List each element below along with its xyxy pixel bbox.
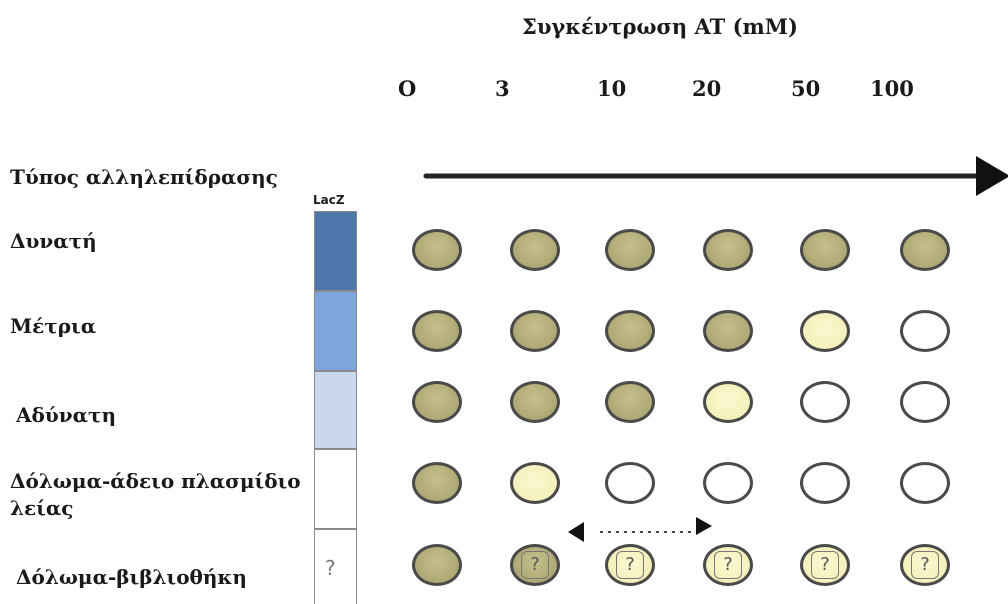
well-r4-c6 xyxy=(900,462,950,504)
well-r5-c2: ? xyxy=(510,544,560,586)
concentration-title: Συγκέντρωση AT (mM) xyxy=(522,14,798,39)
well-r1-c6 xyxy=(900,229,950,271)
well-r5-c6: ? xyxy=(900,544,950,586)
well-r1-c1 xyxy=(412,229,462,271)
well-r2-c5 xyxy=(800,310,850,352)
lacz-bar-weak xyxy=(314,371,357,449)
well-r3-c5 xyxy=(800,381,850,423)
well-r3-c2 xyxy=(510,381,560,423)
dotted-double-arrow xyxy=(568,517,712,542)
well-r4-c3 xyxy=(605,462,655,504)
well-question-mark: ? xyxy=(811,551,839,579)
arrow-head xyxy=(976,156,1008,196)
well-r4-c4 xyxy=(703,462,753,504)
row-label-bait-empty-line1: Δόλωμα-άδειο πλασμίδιο xyxy=(10,469,301,493)
row-label-medium: Μέτρια xyxy=(10,314,97,338)
lacz-label: LacZ xyxy=(313,193,345,207)
well-r1-c2 xyxy=(510,229,560,271)
concentration-10: 10 xyxy=(597,76,627,101)
lacz-bar-bait-library xyxy=(314,529,357,604)
concentration-100: 100 xyxy=(870,76,914,101)
well-r2-c3 xyxy=(605,310,655,352)
row-label-weak: Αδύνατη xyxy=(16,403,116,427)
well-r5-c3: ? xyxy=(605,544,655,586)
well-r2-c6 xyxy=(900,310,950,352)
well-question-mark: ? xyxy=(714,551,742,579)
concentration-0: O xyxy=(398,76,417,101)
well-r2-c4 xyxy=(703,310,753,352)
interaction-type-header: Τύπος αλληλεπίδρασης xyxy=(10,165,278,189)
well-r4-c1 xyxy=(412,462,462,504)
well-r3-c1 xyxy=(412,381,462,423)
row-label-bait-empty-line2: λείας xyxy=(10,496,74,520)
lacz-bar-strong xyxy=(314,211,357,291)
concentration-20: 20 xyxy=(692,76,722,101)
lacz-bar-medium xyxy=(314,291,357,371)
well-r1-c3 xyxy=(605,229,655,271)
well-r3-c4 xyxy=(703,381,753,423)
lacz-bar-question-mark: ? xyxy=(325,556,336,580)
concentration-50: 50 xyxy=(791,76,821,101)
well-r4-c5 xyxy=(800,462,850,504)
dotted-arrow-right-head xyxy=(696,517,712,535)
well-r5-c1 xyxy=(412,544,462,586)
well-question-mark: ? xyxy=(911,551,939,579)
well-r1-c4 xyxy=(703,229,753,271)
row-label-bait-empty-prey-plasmid: Δόλωμα-άδειο πλασμίδιο λείας xyxy=(10,468,301,522)
well-question-mark: ? xyxy=(521,551,549,579)
concentration-3: 3 xyxy=(495,76,510,101)
row-label-bait-library: Δόλωμα-βιβλιοθήκη xyxy=(16,565,247,589)
well-r5-c4: ? xyxy=(703,544,753,586)
well-r2-c1 xyxy=(412,310,462,352)
well-r1-c5 xyxy=(800,229,850,271)
row-label-strong: Δυνατή xyxy=(10,229,97,253)
well-r3-c3 xyxy=(605,381,655,423)
well-r3-c6 xyxy=(900,381,950,423)
well-r5-c5: ? xyxy=(800,544,850,586)
dotted-arrow-left-head xyxy=(568,522,584,542)
lacz-bar-bait-empty xyxy=(314,449,357,529)
concentration-arrow xyxy=(423,156,1008,196)
well-question-mark: ? xyxy=(616,551,644,579)
well-r2-c2 xyxy=(510,310,560,352)
well-r4-c2 xyxy=(510,462,560,504)
